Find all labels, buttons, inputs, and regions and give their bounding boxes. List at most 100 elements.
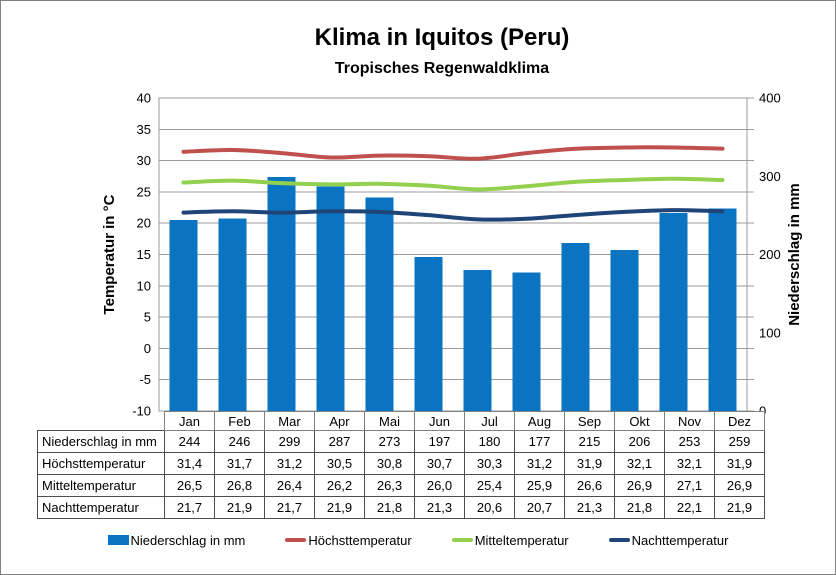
climate-table: Jan Feb Mar Apr Mai Jun Jul Aug Sep Okt Nov Dez Nied… — [37, 411, 765, 519]
table-cell: 299 — [264, 430, 315, 453]
table-cell: 253 — [664, 430, 715, 453]
table-cell: 25,4 — [464, 474, 515, 497]
month-header-row: Jan Feb Mar Apr Mai Jun Jul Aug Sep Okt Nov Dez — [38, 411, 765, 431]
bar — [169, 220, 198, 411]
legend-swatch — [451, 538, 473, 542]
chart-legend: Niederschlag in mm Höchsttemperatur Mittel… — [1, 530, 835, 550]
left-axis-labels: 40 35 30 25 20 15 10 5 0 -5 -10 — [132, 91, 151, 419]
chart-title: Klima in Iquitos (Peru) — [314, 24, 570, 51]
table-corner-cell — [38, 412, 165, 431]
bar — [561, 242, 590, 411]
table-cell: 244 — [164, 430, 215, 453]
month-header-cell: Jul — [464, 411, 515, 431]
table-cell: 206 — [614, 430, 665, 453]
bar — [365, 197, 394, 411]
right-axis-ticks — [747, 97, 754, 412]
bar — [316, 186, 345, 411]
right-axis-tick-label: 200 — [759, 247, 781, 262]
left-axis-tick-label: 30 — [137, 153, 151, 168]
table-cell: 215 — [564, 430, 615, 453]
left-axis-tick-label: 25 — [137, 184, 151, 199]
table-cell: 26,9 — [614, 474, 665, 497]
table-cell: 30,3 — [464, 452, 515, 475]
month-header-cell: Nov — [664, 411, 715, 431]
legend-item-niederschlag-in-mm: Niederschlag in mm — [107, 533, 245, 548]
table-cell: 21,7 — [264, 496, 315, 519]
left-axis-tick-label: 40 — [137, 91, 151, 106]
gridlines — [159, 128, 747, 381]
legend-swatch — [608, 538, 630, 542]
table-cell: 22,1 — [664, 496, 715, 519]
bar — [708, 208, 737, 411]
row-label: Nachttemperatur — [37, 496, 165, 519]
table-cell: 20,7 — [514, 496, 565, 519]
bar — [414, 256, 443, 411]
table-row: Niederschlag in mm 244 246 299 287 273 197 180 1… — [37, 430, 765, 453]
legend-item-mitteltemperatur: Mitteltemperatur — [451, 532, 569, 548]
climate-chart-canvas: 40 35 30 25 20 15 10 5 0 -5 -100 100 200 300 400 Temper… — [101, 91, 803, 419]
left-axis-title: Temperatur in °C — [101, 194, 118, 314]
table-cell: 31,2 — [264, 452, 315, 475]
bar — [512, 272, 541, 411]
table-cell: 31,9 — [714, 452, 765, 475]
month-header-cell: Dez — [714, 411, 765, 431]
table-cell: 246 — [214, 430, 265, 453]
table-cell: 25,9 — [514, 474, 565, 497]
table-cell: 259 — [714, 430, 765, 453]
table-row: Nachttemperatur 21,7 21,9 21,7 21,9 21,8 21,3 2… — [37, 496, 765, 519]
month-header-cell: Okt — [614, 411, 665, 431]
table-row: Mitteltemperatur 26,5 26,8 26,4 26,2 26,3 26,0… — [37, 474, 765, 497]
table-cell: 20,6 — [464, 496, 515, 519]
month-header-cell: Aug — [514, 411, 565, 431]
left-axis-tick-label: -5 — [139, 372, 151, 387]
table-cell: 26,4 — [264, 474, 315, 497]
right-axis-tick-label: 100 — [759, 325, 781, 340]
left-axis-tick-label: -10 — [132, 404, 151, 419]
chart-subtitle: Tropisches Regenwaldklima — [334, 60, 550, 78]
table-cell: 21,8 — [614, 496, 665, 519]
left-axis-tick-label: 35 — [137, 122, 151, 137]
table-cell: 21,3 — [414, 496, 465, 519]
right-axis-tick-label: 400 — [759, 91, 781, 106]
month-header-cell: Jan — [164, 411, 215, 431]
table-cell: 177 — [514, 430, 565, 453]
table-cell: 30,7 — [414, 452, 465, 475]
table-cell: 32,1 — [614, 452, 665, 475]
table-cell: 30,8 — [364, 452, 415, 475]
table-cell: 287 — [314, 430, 365, 453]
legend-label: Mitteltemperatur — [474, 532, 569, 548]
table-cell: 31,2 — [514, 452, 565, 475]
legend-swatch — [285, 538, 307, 542]
precipitation-bars — [169, 177, 737, 411]
bar — [218, 218, 247, 411]
right-axis-title: Niederschlag in mm — [786, 183, 803, 326]
right-axis-tick-label: 300 — [759, 169, 781, 184]
table-cell: 21,3 — [564, 496, 615, 519]
table-cell: 31,9 — [564, 452, 615, 475]
row-label: Niederschlag in mm — [37, 430, 165, 453]
table-cell: 197 — [414, 430, 465, 453]
bar — [610, 249, 639, 411]
table-cell: 21,9 — [314, 496, 365, 519]
left-axis-tick-label: 15 — [137, 247, 151, 262]
bar — [659, 213, 688, 411]
row-label: Mitteltemperatur — [37, 474, 165, 497]
bar — [267, 177, 296, 411]
month-header-cell: Mar — [264, 411, 315, 431]
legend-label: Höchsttemperatur — [308, 532, 412, 548]
table-cell: 21,7 — [164, 496, 215, 519]
legend-swatch — [107, 535, 129, 545]
table-cell: 26,3 — [364, 474, 415, 497]
chart-header: Klima in Iquitos (Peru) Tropisches Regen… — [49, 1, 835, 78]
table-cell: 21,9 — [714, 496, 765, 519]
bar — [463, 270, 492, 411]
month-header-cell: Jun — [414, 411, 465, 431]
climate-data-table: Jan Feb Mar Apr Mai Jun Jul Aug Sep Okt Nov Dez Nied… — [37, 411, 765, 519]
legend-item-nachttemperatur: Nachttemperatur — [608, 533, 728, 548]
line-mitteltemperatur — [181, 176, 725, 192]
table-cell: 21,9 — [214, 496, 265, 519]
line-nachttemperatur — [181, 208, 725, 222]
left-axis-tick-label: 20 — [137, 216, 151, 231]
table-cell: 26,5 — [164, 474, 215, 497]
